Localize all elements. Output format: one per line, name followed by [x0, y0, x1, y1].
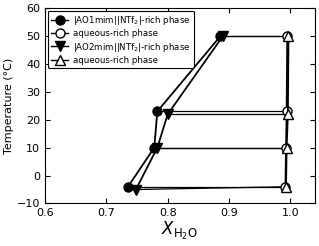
aqueous-rich phase — [286, 35, 290, 38]
aqueous-rich phase — [284, 185, 288, 188]
aqueous-rich phase — [286, 113, 290, 116]
aqueous-rich phase — [284, 146, 288, 149]
|AO1mim||NTf$_2$|-rich phase — [126, 185, 130, 188]
Line: aqueous-rich phase: aqueous-rich phase — [281, 31, 293, 191]
|AO2mim||NTf$_2$|-rich phase — [221, 35, 225, 38]
Y-axis label: Temperature (°C): Temperature (°C) — [4, 58, 14, 154]
|AO1mim||NTf$_2$|-rich phase — [152, 146, 156, 149]
|AO2mim||NTf$_2$|-rich phase — [134, 188, 138, 191]
Line: |AO1mim||NTf$_2$|-rich phase: |AO1mim||NTf$_2$|-rich phase — [123, 31, 225, 191]
aqueous-rich phase — [285, 110, 289, 113]
|AO2mim||NTf$_2$|-rich phase — [155, 146, 159, 149]
|AO1mim||NTf$_2$|-rich phase — [155, 110, 159, 113]
Line: aqueous-rich phase: aqueous-rich phase — [281, 31, 292, 191]
aqueous-rich phase — [285, 35, 289, 38]
Line: |AO2mim||NTf$_2$|-rich phase: |AO2mim||NTf$_2$|-rich phase — [131, 31, 227, 194]
Legend: |AO1mim||NTf$_2$|-rich phase, aqueous-rich phase, |AO2mim||NTf$_2$|-rich phase, : |AO1mim||NTf$_2$|-rich phase, aqueous-ri… — [48, 11, 194, 68]
X-axis label: $\mathit{X}_\mathregular{H_2O}$: $\mathit{X}_\mathregular{H_2O}$ — [161, 220, 198, 242]
|AO1mim||NTf$_2$|-rich phase — [219, 35, 222, 38]
aqueous-rich phase — [285, 146, 289, 149]
aqueous-rich phase — [284, 185, 287, 188]
|AO2mim||NTf$_2$|-rich phase — [166, 113, 170, 116]
